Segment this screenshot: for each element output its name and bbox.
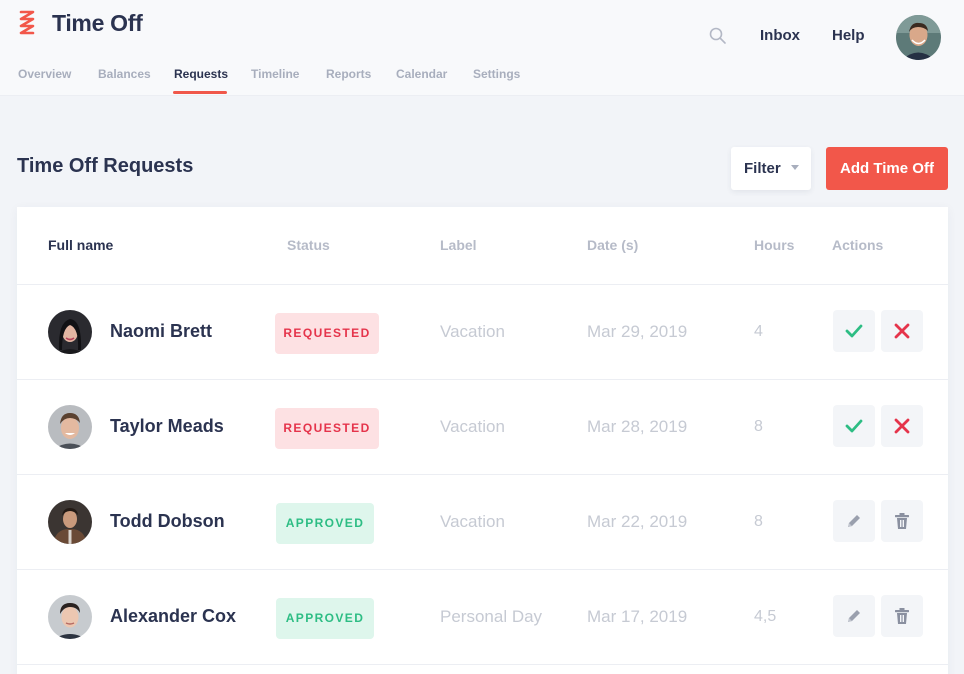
approve-button[interactable] — [833, 310, 875, 352]
column-header-full-name: Full name — [48, 237, 114, 253]
tab-overview[interactable]: Overview — [18, 67, 72, 81]
reject-button[interactable] — [881, 310, 923, 352]
status-badge: APPROVED — [276, 503, 374, 544]
time-off-label: Vacation — [440, 512, 505, 531]
time-off-date: Mar 17, 2019 — [587, 607, 688, 626]
filter-dropdown[interactable]: Filter — [731, 147, 811, 190]
tab-requests[interactable]: Requests — [174, 67, 229, 81]
trash-icon — [895, 513, 909, 529]
time-off-date: Mar 29, 2019 — [587, 322, 688, 341]
close-icon — [894, 323, 910, 339]
tab-settings[interactable]: Settings — [473, 67, 521, 81]
user-avatar[interactable] — [896, 15, 941, 60]
filter-label: Filter — [744, 160, 781, 177]
employee-name: Alexander Cox — [110, 606, 237, 626]
app-header: Time Off Inbox Help Overview Balances Re… — [0, 0, 964, 96]
close-icon — [894, 418, 910, 434]
trash-icon — [895, 608, 909, 624]
check-icon — [845, 324, 863, 338]
app-title: Time Off — [52, 10, 143, 36]
column-header-actions: Actions — [832, 237, 884, 253]
table-row: Todd Dobson APPROVED Vacation Mar 22, 20… — [17, 475, 948, 570]
time-off-hours: 8 — [754, 418, 763, 435]
approve-button[interactable] — [833, 405, 875, 447]
avatar — [48, 310, 92, 354]
requests-table: Full name Status Label Date (s) Hours Ac… — [17, 207, 948, 674]
status-badge: REQUESTED — [275, 408, 379, 449]
column-header-status: Status — [287, 237, 330, 253]
table-row: Naomi Brett REQUESTED Vacation Mar 29, 2… — [17, 285, 948, 380]
app-logo-icon — [19, 10, 35, 35]
delete-button[interactable] — [881, 500, 923, 542]
time-off-label: Vacation — [440, 417, 505, 436]
inbox-link[interactable]: Inbox — [760, 27, 800, 44]
add-time-off-button[interactable]: Add Time Off — [826, 147, 948, 190]
pencil-icon — [848, 610, 860, 622]
time-off-date: Mar 28, 2019 — [587, 417, 688, 436]
help-link[interactable]: Help — [832, 27, 865, 44]
active-tab-indicator — [173, 91, 227, 94]
employee-name: Naomi Brett — [110, 321, 213, 341]
tab-calendar[interactable]: Calendar — [396, 67, 448, 81]
pencil-icon — [848, 515, 860, 527]
table-row: Alexander Cox APPROVED Personal Day Mar … — [17, 570, 948, 665]
column-header-hours: Hours — [754, 237, 795, 253]
status-badge: REQUESTED — [275, 313, 379, 354]
column-header-label: Label — [440, 237, 477, 253]
chevron-down-icon — [791, 165, 799, 170]
delete-button[interactable] — [881, 595, 923, 637]
time-off-label: Personal Day — [440, 607, 543, 626]
user-avatar-image — [896, 15, 941, 60]
time-off-label: Vacation — [440, 322, 505, 341]
page-title: Time Off Requests — [17, 155, 194, 177]
header-divider — [17, 284, 948, 285]
employee-name: Taylor Meads — [110, 416, 224, 436]
reject-button[interactable] — [881, 405, 923, 447]
time-off-date: Mar 22, 2019 — [587, 512, 688, 531]
avatar — [48, 595, 92, 639]
time-off-hours: 8 — [754, 513, 763, 530]
check-icon — [845, 419, 863, 433]
avatar — [48, 405, 92, 449]
tab-balances[interactable]: Balances — [98, 67, 151, 81]
edit-button[interactable] — [833, 500, 875, 542]
time-off-hours: 4,5 — [754, 608, 777, 625]
table-row: Taylor Meads REQUESTED Vacation Mar 28, … — [17, 380, 948, 475]
edit-button[interactable] — [833, 595, 875, 637]
status-badge: APPROVED — [276, 598, 374, 639]
tab-timeline[interactable]: Timeline — [251, 67, 300, 81]
add-time-off-label: Add Time Off — [840, 160, 934, 177]
time-off-hours: 4 — [754, 323, 763, 340]
column-header-dates: Date (s) — [587, 237, 639, 253]
employee-name: Todd Dobson — [110, 511, 225, 531]
search-icon[interactable] — [706, 24, 730, 48]
avatar — [48, 500, 92, 544]
tab-reports[interactable]: Reports — [326, 67, 372, 81]
